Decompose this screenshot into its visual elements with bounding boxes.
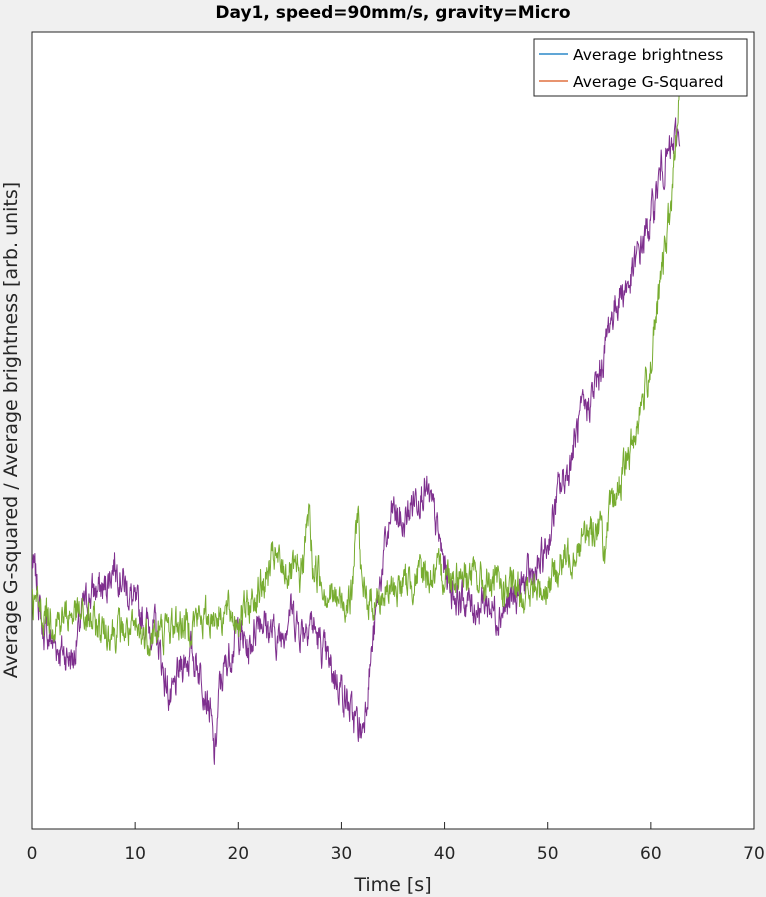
legend: Average brightness Average G-Squared [533,38,748,97]
x-tick-label: 70 [743,844,765,864]
x-tick-label: 40 [434,844,456,864]
series-line-0 [32,117,681,765]
plot-area [31,31,755,830]
x-tick-label: 20 [227,844,249,864]
x-tick-label: 50 [537,844,559,864]
x-tick-label: 10 [124,844,146,864]
x-tick-label: 60 [640,844,662,864]
x-axis-ticks: 0 10 20 30 40 50 60 70 [27,822,765,864]
x-axis-label: Time [s] [353,874,431,896]
series-layer [32,59,683,765]
y-axis-label: Average G-squared / Average brightness [… [0,182,22,678]
legend-label-average-g-squared: Average G-Squared [573,73,724,91]
series-line-1 [32,59,683,657]
legend-label-average-brightness: Average brightness [573,46,723,64]
x-tick-label: 30 [331,844,353,864]
legend-box [533,38,748,97]
x-tick-label: 0 [27,844,38,864]
chart-title: Day1, speed=90mm/s, gravity=Micro [215,3,570,23]
